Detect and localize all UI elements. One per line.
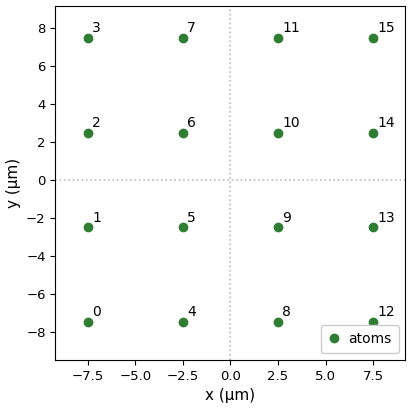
atoms xyxy=(85,130,90,135)
atoms xyxy=(180,225,185,230)
Text: 11: 11 xyxy=(282,21,300,35)
atoms xyxy=(275,320,280,325)
Text: 14: 14 xyxy=(377,116,395,130)
Text: 13: 13 xyxy=(377,211,395,225)
Text: 0: 0 xyxy=(92,306,101,319)
Text: 1: 1 xyxy=(92,211,101,225)
atoms xyxy=(180,320,185,325)
Y-axis label: y (μm): y (μm) xyxy=(6,158,21,208)
Text: 2: 2 xyxy=(92,116,101,130)
Text: 10: 10 xyxy=(282,116,300,130)
atoms xyxy=(371,225,376,230)
Text: 7: 7 xyxy=(187,21,196,35)
atoms xyxy=(371,320,376,325)
Text: 5: 5 xyxy=(187,211,196,225)
X-axis label: x (μm): x (μm) xyxy=(206,389,256,403)
atoms xyxy=(371,130,376,135)
Text: 4: 4 xyxy=(187,306,196,319)
Text: 12: 12 xyxy=(377,306,395,319)
Text: 3: 3 xyxy=(92,21,101,35)
atoms xyxy=(85,35,90,40)
atoms xyxy=(180,130,185,135)
atoms xyxy=(371,35,376,40)
Text: 8: 8 xyxy=(282,306,291,319)
atoms xyxy=(85,225,90,230)
atoms xyxy=(275,35,280,40)
Line: atoms: atoms xyxy=(83,34,377,326)
atoms xyxy=(85,320,90,325)
atoms xyxy=(275,130,280,135)
Text: 6: 6 xyxy=(187,116,196,130)
atoms xyxy=(275,225,280,230)
Text: 9: 9 xyxy=(282,211,291,225)
Text: 15: 15 xyxy=(377,21,395,35)
atoms xyxy=(180,35,185,40)
Legend: atoms: atoms xyxy=(321,325,399,353)
